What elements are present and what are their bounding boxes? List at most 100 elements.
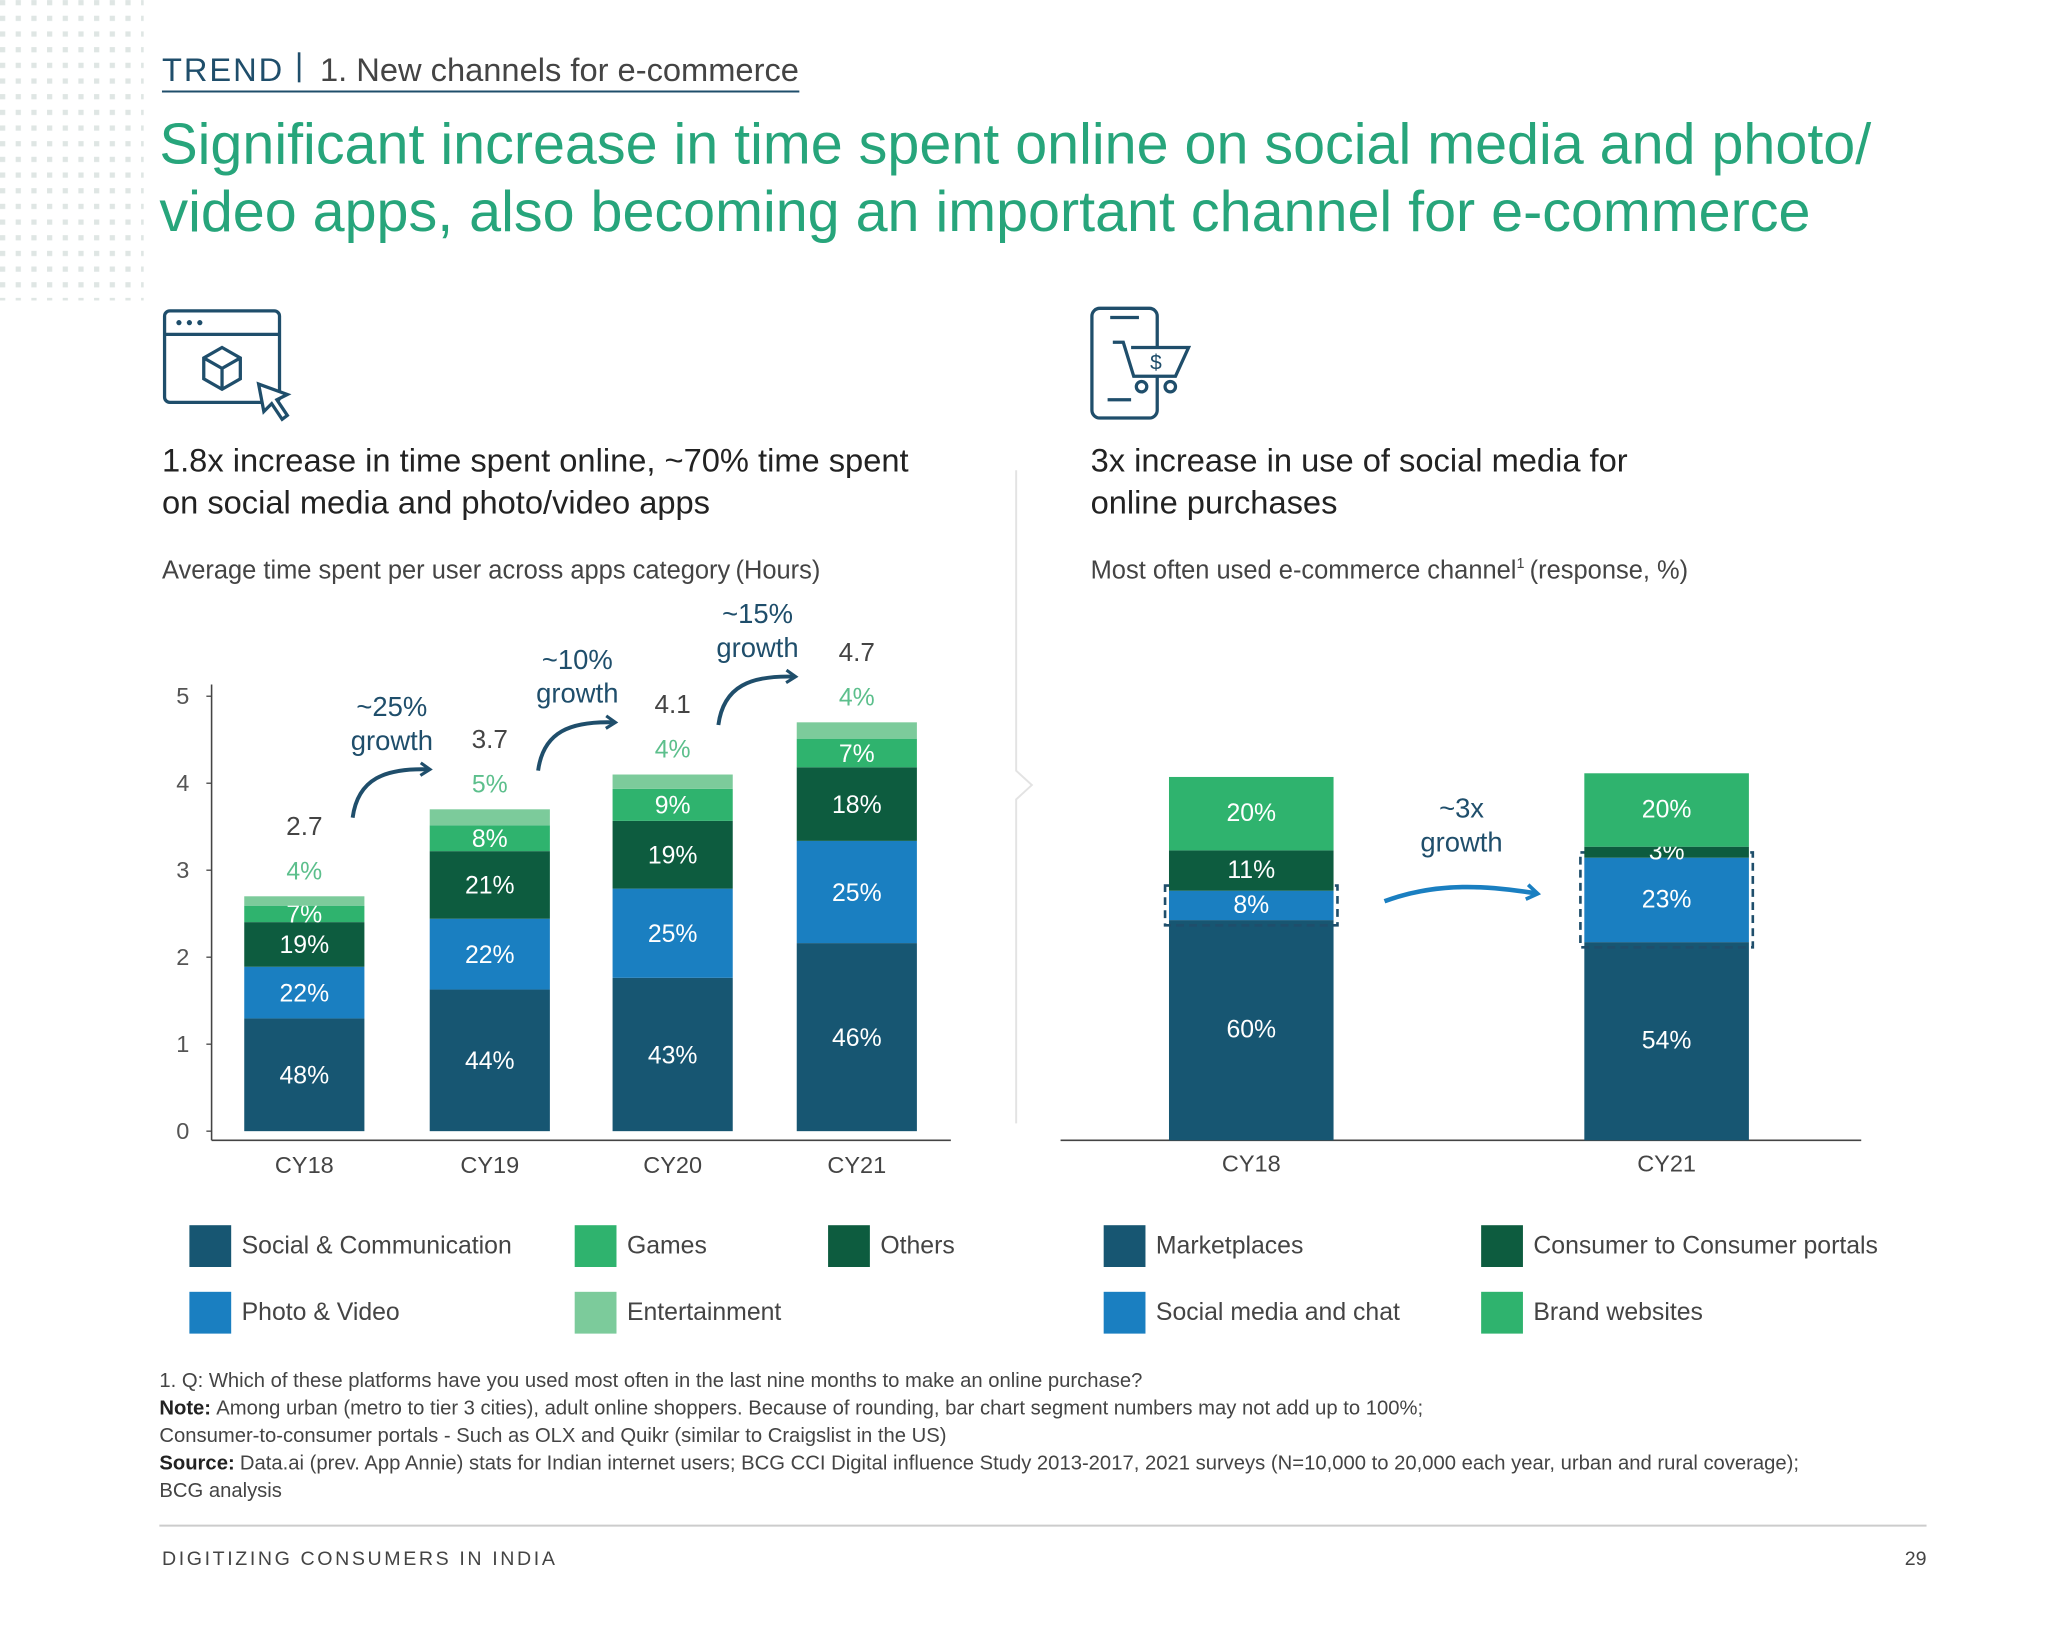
bar-segment: [1168, 920, 1334, 1141]
note-text: 1. Q: Which of these platforms have you …: [159, 1370, 1142, 1392]
x-tick-label: CY21: [827, 1152, 886, 1178]
value-label: 4%: [286, 858, 322, 885]
value-label: 25%: [832, 880, 882, 907]
bar-segment: [1584, 942, 1749, 1141]
bar-segment: [1584, 773, 1749, 847]
value-label: 22%: [465, 942, 515, 969]
total-label: 2.7: [286, 811, 322, 841]
value-label: 11%: [1227, 857, 1275, 884]
chart-unit: (response, %): [1530, 557, 1688, 585]
value-label: 44%: [465, 1048, 515, 1075]
y-tick-label: 4: [176, 770, 189, 796]
growth-annotation: ~3x: [1439, 793, 1484, 824]
chart-headline: online purchases: [1091, 483, 1338, 520]
note-line: 1. Q: Which of these platforms have you …: [159, 1370, 1142, 1392]
value-label: 21%: [465, 873, 515, 900]
note-line: Note: Among urban (metro to tier 3 cities…: [159, 1398, 1423, 1420]
growth-annotation: growth: [536, 678, 618, 709]
bar-segment: [429, 825, 550, 852]
bar-segment: [796, 738, 917, 768]
note-label: Source:: [159, 1452, 234, 1474]
page-title: Significant increase in time spent onlin…: [159, 112, 1871, 176]
chart-headline: 1.8x increase in time spent online, ~70%…: [162, 442, 909, 479]
growth-annotation: ~25%: [356, 691, 427, 722]
bar-segment: [612, 888, 733, 978]
note-text: Among urban (metro to tier 3 cities), ad…: [216, 1398, 1423, 1420]
chart-headline: 3x increase in use of social media for: [1091, 442, 1628, 479]
bar-segment: [429, 989, 550, 1132]
legend-label: Games: [627, 1233, 707, 1260]
bar-segment: [429, 809, 550, 826]
value-label: 19%: [280, 932, 330, 959]
page-title: video apps, also becoming an important c…: [159, 180, 1810, 244]
legend-label: Entertainment: [627, 1299, 781, 1326]
growth-arrow: [536, 714, 619, 771]
note-label: Note:: [159, 1398, 211, 1420]
browser-dots: [176, 320, 203, 326]
bar-segment: [244, 896, 365, 906]
y-tick-label: 5: [176, 683, 189, 709]
legend-label: Brand websites: [1533, 1299, 1703, 1326]
note-line: Consumer-to-consumer portals - Such as O…: [159, 1425, 946, 1447]
growth-annotation: ~10%: [542, 644, 613, 675]
note-text: Consumer-to-consumer portals - Such as O…: [159, 1425, 946, 1447]
phone-cart-icon: [1090, 306, 1192, 420]
total-label: 4.1: [655, 689, 691, 719]
chart-title: Most often used e-commerce channel1 (resp…: [1091, 556, 1689, 584]
bar-segment: [429, 851, 550, 919]
value-label: 4%: [839, 684, 875, 711]
dot-pattern: [0, 0, 144, 301]
value-label: 48%: [280, 1063, 330, 1090]
bar-segment: [612, 774, 733, 789]
bar-segment: [244, 905, 365, 923]
note-text: Data.ai (prev. App Annie) stats for Indi…: [240, 1452, 1799, 1474]
x-tick-label: CY20: [643, 1152, 702, 1178]
chart-title-text: Average time spent per user across apps …: [162, 557, 731, 585]
legend-label: Others: [880, 1233, 954, 1260]
legend-label: Photo & Video: [242, 1299, 400, 1326]
legend-swatch: [1481, 1291, 1523, 1334]
y-tick-label: 3: [176, 857, 189, 883]
value-label: 23%: [1642, 886, 1692, 913]
bar-segment: [796, 722, 917, 739]
bar-segment: [796, 767, 917, 841]
value-label: 25%: [648, 921, 698, 948]
total-label: 3.7: [472, 724, 508, 754]
growth-annotation: ~15%: [722, 598, 793, 629]
y-tick-label: 1: [176, 1031, 189, 1057]
value-label: 46%: [832, 1025, 882, 1052]
value-label: 7%: [839, 741, 875, 768]
value-label: 5%: [472, 771, 508, 798]
value-label: 22%: [280, 980, 330, 1007]
bar-segment: [1168, 890, 1334, 921]
value-label: 19%: [648, 843, 698, 870]
x-tick-label: CY19: [460, 1152, 519, 1178]
growth-arrow: [350, 761, 433, 818]
bar-segment: [612, 977, 733, 1132]
legend-label: Social & Communication: [242, 1233, 512, 1260]
value-label: 43%: [648, 1042, 698, 1069]
value-label: 8%: [472, 826, 508, 853]
value-label: 18%: [832, 792, 882, 819]
bar-segment: [796, 943, 917, 1132]
bar-segment: [1584, 857, 1749, 943]
bar-segment: [612, 788, 733, 821]
value-label: 20%: [1226, 800, 1276, 827]
value-label: 9%: [655, 793, 691, 820]
y-tick-label: 2: [176, 944, 189, 970]
header-topic: 1. New channels for e-commerce: [320, 51, 799, 88]
value-label: 20%: [1642, 796, 1692, 823]
bar-segment: [796, 840, 917, 944]
legend-swatch: [574, 1291, 617, 1334]
panel-divider: [1015, 470, 1034, 1124]
legend-swatch: [1103, 1225, 1146, 1267]
value-label: 7%: [286, 902, 322, 929]
legend-swatch: [1103, 1291, 1146, 1334]
bar-segment: [429, 918, 550, 990]
note-line: Source: Data.ai (prev. App Annie) stats f…: [159, 1452, 1799, 1474]
value-label: 8%: [1233, 892, 1269, 919]
browser-icon: [162, 309, 292, 422]
y-tick-label: 0: [176, 1118, 189, 1144]
